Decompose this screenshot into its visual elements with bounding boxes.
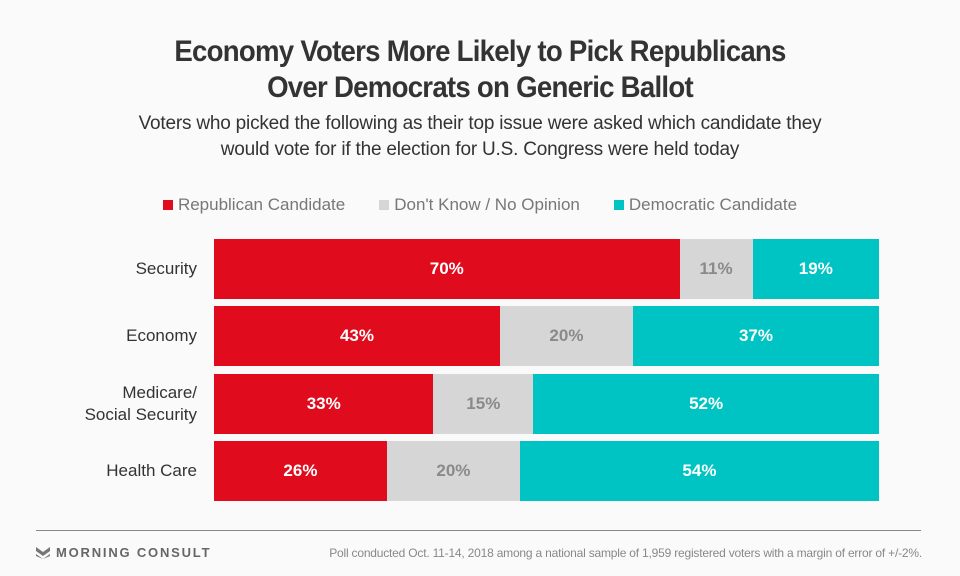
data-label: 33% — [306, 394, 341, 413]
bar-segment-republican: 33% — [214, 374, 434, 434]
data-label: 19% — [798, 259, 833, 278]
legend-label-republican: Republican Candidate — [177, 195, 346, 214]
data-label: 37% — [738, 326, 773, 345]
bar-row: Economy 43% 20% 37% — [0, 306, 960, 366]
bar-row: Health Care 26% 20% 54% — [0, 441, 960, 501]
legend-swatch-republican — [162, 200, 173, 210]
chart-title: Economy Voters More Likely to Pick Repub… — [38, 34, 921, 106]
morning-consult-logo-icon — [36, 546, 50, 559]
methodology-note: Poll conducted Oct. 11-14, 2018 among a … — [329, 546, 922, 560]
data-label: 15% — [466, 394, 501, 413]
data-label: 26% — [283, 461, 318, 480]
chart-subtitle-line-2: would vote for if the election for U.S. … — [220, 139, 740, 160]
stacked-bar: 33% 15% 52% — [214, 374, 879, 434]
chart-title-line-2: Over Democrats on Generic Ballot — [267, 71, 694, 104]
category-label: Economy — [7, 306, 197, 366]
data-label: 52% — [689, 394, 724, 413]
bar-segment-democratic: 19% — [752, 239, 879, 299]
legend-item-republican: Republican Candidate — [162, 195, 346, 215]
category-label: Security — [7, 239, 197, 299]
category-label-line: Medicare/ — [122, 383, 197, 402]
bar-row: Security 70% 11% 19% — [0, 239, 960, 299]
category-label: Medicare/Social Security — [7, 374, 197, 434]
category-label-line: Health Care — [106, 461, 197, 480]
legend-swatch-democratic — [613, 200, 624, 210]
bar-segment-republican: 43% — [214, 306, 500, 366]
data-label: 43% — [339, 326, 374, 345]
bar-segment-democratic: 54% — [519, 441, 879, 501]
stacked-bar: 26% 20% 54% — [214, 441, 879, 501]
legend-label-dont-know: Don't Know / No Opinion — [394, 195, 580, 214]
chart-subtitle: Voters who picked the following as their… — [0, 111, 960, 163]
chart-title-line-1: Economy Voters More Likely to Pick Repub… — [174, 35, 786, 68]
legend-item-democratic: Democratic Candidate — [613, 195, 798, 215]
bar-segment-democratic: 52% — [533, 374, 879, 434]
stacked-bar: 70% 11% 19% — [214, 239, 879, 299]
data-label: 70% — [429, 259, 464, 278]
legend-item-dont-know: Don't Know / No Opinion — [379, 195, 580, 215]
bar-row: Medicare/Social Security 33% 15% 52% — [0, 374, 960, 434]
bar-segment-dont-know: 20% — [499, 306, 633, 366]
legend-label-democratic: Democratic Candidate — [628, 195, 798, 214]
category-label-line: Economy — [126, 326, 197, 345]
bar-segment-dont-know: 11% — [679, 239, 753, 299]
category-label-line: Social Security — [84, 405, 197, 424]
footer-divider — [36, 530, 921, 531]
stacked-bar: 43% 20% 37% — [214, 306, 879, 366]
brand-name: MORNING CONSULT — [56, 545, 212, 560]
chart-legend: Republican Candidate Don't Know / No Opi… — [0, 195, 960, 215]
bar-segment-republican: 26% — [214, 441, 387, 501]
category-label: Health Care — [7, 441, 197, 501]
data-label: 20% — [549, 326, 584, 345]
bar-segment-dont-know: 20% — [386, 441, 520, 501]
data-label: 20% — [436, 461, 471, 480]
chart-subtitle-line-1: Voters who picked the following as their… — [138, 113, 822, 134]
brand-logo: MORNING CONSULT — [36, 545, 211, 560]
data-label: 11% — [699, 259, 733, 278]
bar-segment-republican: 70% — [214, 239, 680, 299]
bar-segment-dont-know: 15% — [433, 374, 534, 434]
bar-segment-democratic: 37% — [632, 306, 879, 366]
category-label-line: Security — [135, 259, 197, 278]
data-label: 54% — [682, 461, 717, 480]
legend-swatch-dont-know — [379, 200, 390, 210]
